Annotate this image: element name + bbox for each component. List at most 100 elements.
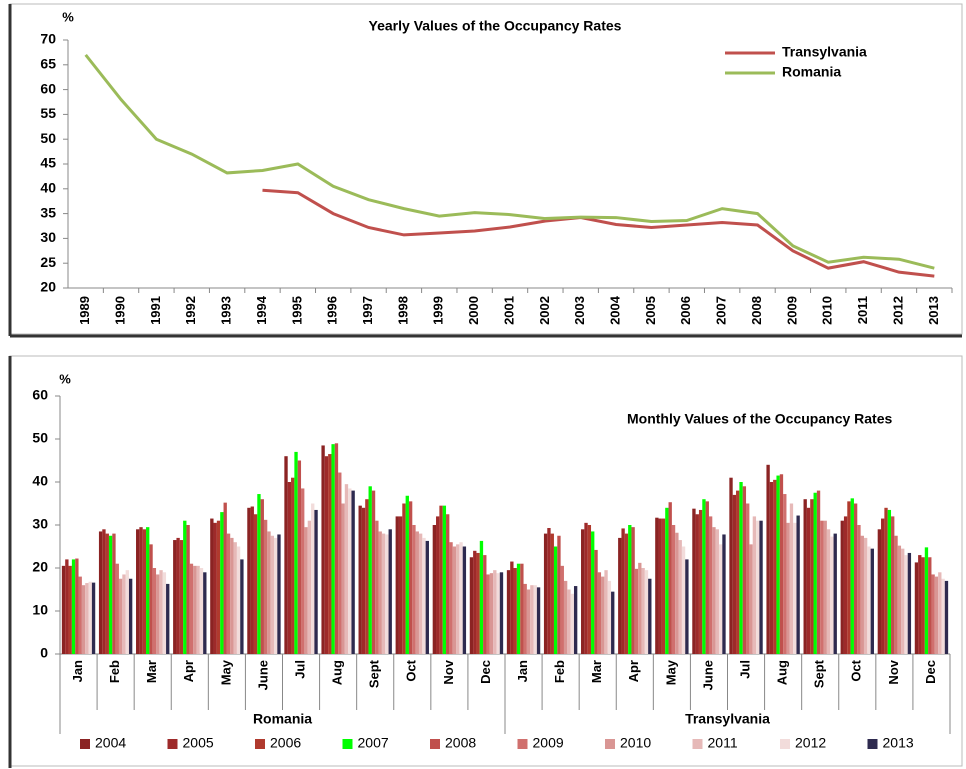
legend-swatch: [692, 739, 703, 749]
bar: [543, 533, 548, 654]
bar: [240, 559, 244, 654]
bar: [115, 563, 119, 654]
bar: [715, 529, 719, 654]
bar: [277, 534, 281, 654]
bar: [247, 507, 251, 654]
bar: [611, 591, 615, 654]
x-tick-label: Mar: [589, 660, 604, 683]
legend-swatch: [80, 739, 90, 749]
bar: [924, 547, 929, 654]
bar: [547, 528, 551, 654]
legend-swatch: [342, 739, 353, 749]
x-tick-label: Jul: [292, 660, 307, 679]
bar: [405, 495, 409, 654]
bar: [166, 583, 170, 654]
bar: [125, 570, 129, 654]
bar: [510, 561, 514, 654]
bar: [263, 519, 268, 654]
bar: [860, 535, 864, 654]
bar: [513, 568, 517, 654]
bar: [365, 499, 369, 654]
bar: [776, 475, 780, 654]
bar: [810, 499, 814, 654]
legend-label: 2009: [533, 735, 564, 751]
bar: [385, 534, 389, 654]
bar: [941, 578, 945, 654]
legend-label: 2006: [270, 735, 301, 751]
y-tick-label: 60: [40, 80, 56, 96]
bar: [857, 525, 861, 654]
bar: [769, 482, 774, 654]
x-tick-label: 2013: [926, 296, 941, 325]
bar: [601, 576, 605, 654]
bar: [506, 570, 511, 654]
bar: [830, 536, 834, 654]
legend-swatch: [780, 739, 790, 749]
bar: [823, 520, 827, 654]
bar: [806, 507, 811, 654]
bar: [439, 505, 443, 654]
bar: [452, 546, 457, 654]
bar: [520, 563, 524, 654]
bar: [476, 552, 480, 654]
legend-swatch: [517, 739, 528, 749]
y-tick-label: 70: [40, 31, 56, 47]
bar: [408, 501, 413, 654]
x-tick-label: Dec: [478, 660, 493, 684]
bar: [473, 550, 477, 654]
bar: [344, 484, 349, 654]
bar: [149, 544, 153, 654]
bar: [469, 557, 474, 654]
bar: [270, 535, 274, 654]
y-tick-label: 10: [32, 602, 48, 618]
bar: [236, 546, 241, 654]
bar: [867, 546, 871, 654]
bar: [934, 576, 939, 654]
bar: [297, 460, 302, 654]
bar: [112, 533, 116, 654]
bar: [388, 529, 392, 654]
bar: [78, 576, 82, 654]
group-label: Transylvania: [685, 711, 770, 727]
bar: [884, 507, 888, 654]
bar: [71, 559, 76, 654]
bar: [459, 542, 463, 654]
bar: [718, 544, 723, 654]
bar: [938, 572, 942, 654]
x-tick-label: 1999: [431, 296, 446, 325]
bar: [442, 505, 447, 654]
bar: [850, 498, 854, 654]
bar: [675, 532, 679, 654]
x-tick-label: 1991: [148, 296, 163, 325]
bar: [338, 472, 342, 654]
legend-label: 2013: [883, 735, 914, 751]
bar: [567, 589, 571, 654]
bar: [378, 531, 382, 654]
bar: [591, 531, 595, 654]
bar: [604, 570, 608, 654]
x-tick-label: 2011: [855, 296, 870, 324]
bar: [311, 503, 315, 654]
legend-swatch: [167, 739, 178, 749]
bar: [796, 515, 800, 654]
bar: [523, 583, 527, 654]
bar: [820, 520, 824, 654]
bar: [553, 546, 558, 654]
bar: [139, 527, 143, 654]
bar: [136, 529, 140, 654]
x-tick-label: Aug: [330, 660, 345, 685]
y-tick-label: 50: [40, 130, 56, 146]
legend-swatch: [867, 739, 878, 749]
y-tick-label: 25: [40, 254, 56, 270]
bar: [358, 505, 362, 654]
bar: [840, 520, 844, 654]
bar: [863, 537, 868, 654]
bar: [341, 503, 345, 654]
bar: [257, 494, 261, 654]
bar: [783, 494, 787, 654]
bar: [381, 533, 386, 654]
bar: [301, 488, 305, 654]
x-tick-label: 2001: [501, 296, 516, 325]
bar: [398, 516, 403, 654]
bar: [402, 503, 406, 654]
